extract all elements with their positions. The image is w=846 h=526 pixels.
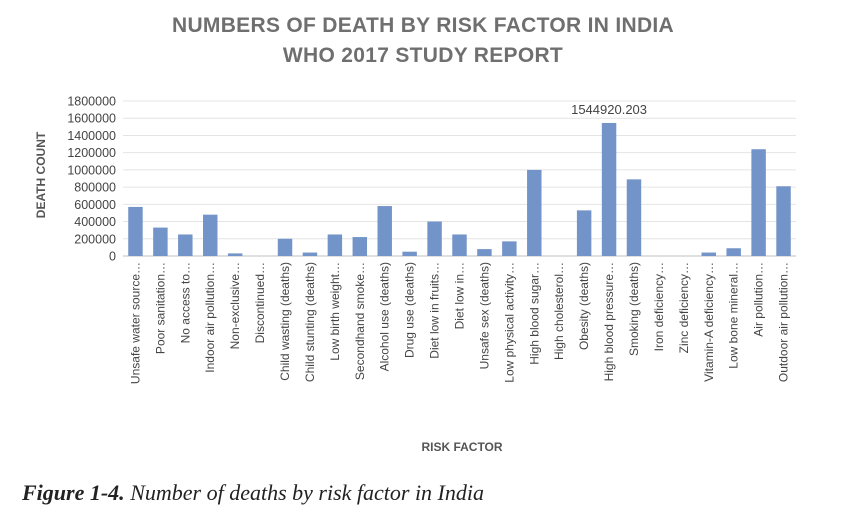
x-tick-label: Low physical activity… xyxy=(502,262,516,383)
x-tick-label: Discontinued… xyxy=(253,262,267,343)
x-tick-label: Low bone mineral… xyxy=(727,262,741,369)
y-tick-label: 1800000 xyxy=(67,95,116,109)
x-tick-label: Diet low in… xyxy=(453,262,467,329)
y-tick-label: 600000 xyxy=(74,198,116,212)
y-tick-label: 0 xyxy=(109,250,116,264)
x-tick-label: Secondhand smoke… xyxy=(353,262,367,380)
x-tick-label: High blood pressure… xyxy=(602,262,616,381)
x-axis-label: RISK FACTOR xyxy=(421,440,502,454)
bar xyxy=(626,179,642,256)
bar xyxy=(477,249,492,256)
bar xyxy=(751,149,766,256)
y-tick-label: 1600000 xyxy=(67,112,116,126)
y-axis-label: DEATH COUNT xyxy=(34,131,48,218)
x-tick-label: Indoor air pollution… xyxy=(203,262,217,373)
bar-chart: 0 200000 400000 600000 800000 1000000 1200000 1… xyxy=(34,95,796,454)
y-tick-label: 800000 xyxy=(74,181,116,195)
x-tick-label: High cholesterol… xyxy=(552,262,566,360)
bar xyxy=(776,186,791,256)
data-label: 1544920.203 xyxy=(571,102,647,117)
x-tick-label: Obesity (deaths) xyxy=(577,262,591,350)
y-tick-label: 400000 xyxy=(74,215,116,229)
x-tick-label: Air pollution… xyxy=(752,262,766,337)
x-tick-label: Diet low in fruits… xyxy=(428,262,442,359)
y-tick-label: 1000000 xyxy=(67,163,116,177)
chart-subtitle: WHO 2017 STUDY REPORT xyxy=(282,44,564,67)
x-tick-label: Child wasting (deaths) xyxy=(278,262,292,381)
bar xyxy=(178,234,193,256)
bar xyxy=(701,252,716,256)
x-tick-label: Low birth weight… xyxy=(328,262,342,361)
figure-number: Figure 1-4. xyxy=(22,480,125,505)
x-tick-label: Alcohol use (deaths) xyxy=(378,262,392,371)
y-tick-label: 1400000 xyxy=(67,129,116,143)
bar xyxy=(502,241,517,256)
figure-caption-text: Number of deaths by risk factor in India xyxy=(130,480,484,505)
bar xyxy=(302,252,318,256)
x-tick-label: Iron deficiency… xyxy=(652,262,666,351)
x-tick-label: Child stunting (deaths) xyxy=(303,262,317,382)
chart-title: NUMBERS OF DEATH BY RISK FACTOR IN INDIA xyxy=(171,14,675,37)
x-tick-label: Non-exclusive… xyxy=(228,262,242,349)
bar xyxy=(527,169,542,256)
bar xyxy=(227,253,243,256)
x-tick-label: Zinc deficiency… xyxy=(677,262,691,353)
bar xyxy=(377,206,392,256)
x-tick-label: High blood sugar… xyxy=(527,262,541,365)
bar xyxy=(277,238,293,256)
bar xyxy=(203,214,218,256)
bar xyxy=(726,248,741,256)
figure-caption: Figure 1-4. Number of deaths by risk fac… xyxy=(22,480,484,506)
bar xyxy=(452,234,467,256)
x-tick-label: Poor sanitation… xyxy=(153,262,167,354)
bar xyxy=(427,221,442,256)
y-tick-label: 200000 xyxy=(74,232,116,246)
bar xyxy=(128,206,143,256)
bar xyxy=(153,227,168,256)
bar xyxy=(576,210,592,256)
x-tick-label: Outdoor air pollution… xyxy=(777,262,791,382)
bar xyxy=(402,251,417,256)
x-tick-label: Unsafe sex (deaths) xyxy=(477,262,491,369)
x-tick-label: Drug use (deaths) xyxy=(403,262,417,358)
y-tick-label: 1200000 xyxy=(67,146,116,160)
x-tick-label: Smoking (deaths) xyxy=(627,262,641,356)
x-tick-label: Vitamin-A deficiency… xyxy=(702,262,716,382)
bar xyxy=(601,122,617,256)
x-tick-label: No access to… xyxy=(178,262,192,343)
bar xyxy=(327,234,343,256)
x-tick-label: Unsafe water source… xyxy=(128,262,142,384)
bar xyxy=(352,237,368,256)
